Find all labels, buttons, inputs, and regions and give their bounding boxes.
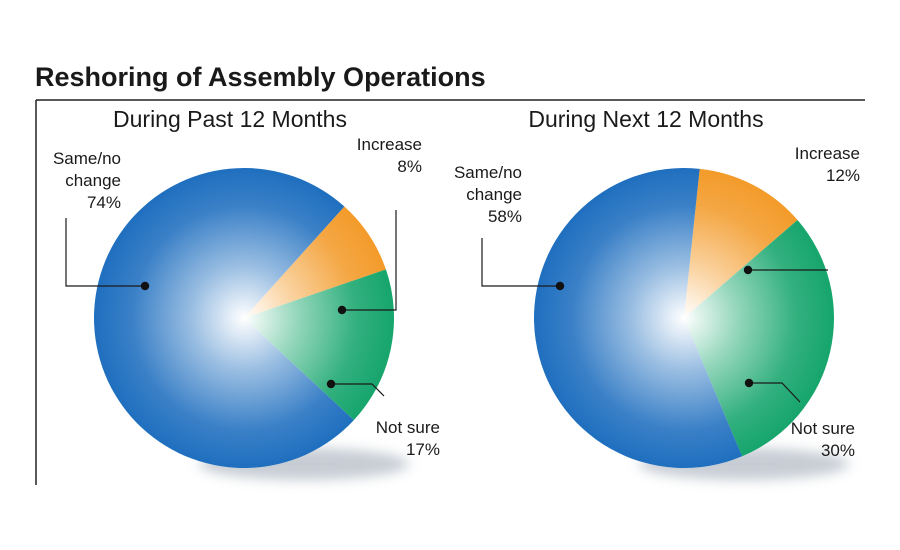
slice-label-same: Same/no change 58% (454, 163, 522, 226)
slice-label-line: change (65, 171, 121, 190)
slice-label-same: Same/no change 74% (53, 149, 121, 212)
slice-label-not-sure: Not sure 30% (791, 419, 855, 460)
slice-label-line: Increase (357, 135, 422, 154)
slice-label-line: Increase (795, 144, 860, 163)
label-dot-not-sure (326, 379, 336, 389)
label-dot-not-sure (744, 378, 754, 388)
chart-title-past: During Past 12 Months (113, 106, 347, 132)
leader-line-not-sure (749, 382, 801, 403)
label-dot-increase (743, 265, 753, 275)
slice-label-line: 12% (826, 166, 860, 185)
slice-label-line: Not sure (791, 419, 855, 438)
leader-line-same (65, 218, 145, 287)
leader-line-same (481, 238, 560, 287)
pie-chart-past-12-months: During Past 12 Months Increase 8% Not sure… (53, 106, 440, 480)
slice-label-line: 30% (821, 441, 855, 460)
pie-slice-same (534, 167, 743, 468)
pie-slice-not-sure (244, 269, 395, 421)
figure-title: Reshoring of Assembly Operations (35, 62, 486, 92)
slice-label-line: Same/no (454, 163, 522, 182)
label-dot-same (140, 281, 150, 291)
label-dot-same (555, 281, 565, 291)
slice-label-not-sure: Not sure 17% (376, 418, 440, 459)
slice-label-line: 58% (488, 207, 522, 226)
label-dot-increase (337, 305, 347, 315)
slice-label-line: 17% (406, 440, 440, 459)
slice-label-increase: Increase 12% (795, 144, 860, 185)
slice-label-line: 74% (87, 193, 121, 212)
chart-title-next: During Next 12 Months (528, 106, 763, 132)
pie-slice-same (94, 168, 354, 469)
leader-line-increase (342, 210, 397, 311)
leader-line-not-sure (331, 383, 385, 397)
pie-chart-next-12-months: During Next 12 Months Increase 12% Not sur… (454, 106, 860, 480)
slice-label-line: Same/no (53, 149, 121, 168)
slice-label-line: Not sure (376, 418, 440, 437)
slice-label-line: change (466, 185, 522, 204)
pie-slice-increase (244, 206, 386, 318)
slice-label-line: 8% (397, 157, 422, 176)
slice-label-increase: Increase 8% (357, 135, 422, 176)
pie-slice-not-sure (684, 219, 834, 457)
pie-slice-increase (684, 168, 798, 318)
